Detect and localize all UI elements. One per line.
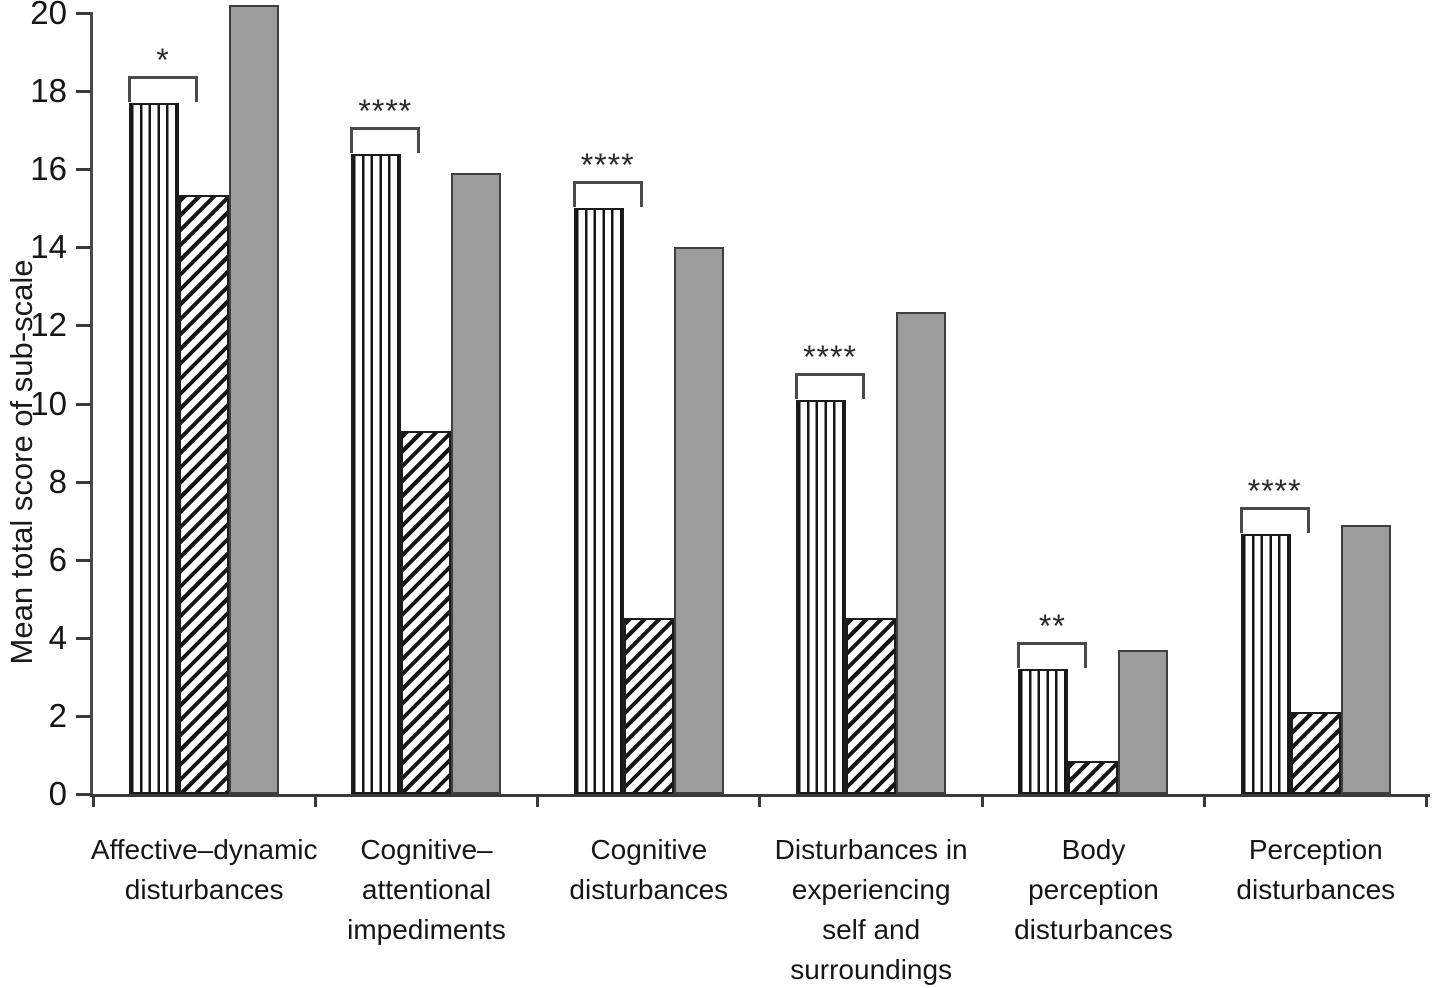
x-category-label-line: disturbances bbox=[124, 874, 284, 905]
bar-diagonal-striped-group1 bbox=[179, 194, 229, 794]
y-tick-label: 8 bbox=[48, 462, 67, 500]
significance-stars: **** bbox=[1247, 473, 1302, 510]
y-tick-label: 20 bbox=[30, 0, 67, 31]
x-tick-mark bbox=[1425, 797, 1429, 807]
y-tick-label: 2 bbox=[48, 696, 67, 734]
significance-stars: **** bbox=[803, 338, 857, 375]
x-category-label: Cognitive– attentional impediments bbox=[286, 830, 566, 950]
y-axis-line bbox=[90, 12, 93, 794]
x-category-label-line: attentional bbox=[361, 874, 492, 905]
y-tick-mark bbox=[76, 793, 91, 796]
x-category-label-line: perception bbox=[1028, 874, 1159, 905]
y-tick-mark bbox=[76, 558, 91, 562]
y-tick-mark bbox=[76, 168, 91, 172]
x-category-label-line: Cognitive– bbox=[360, 834, 493, 865]
x-category-label: Cognitive disturbances bbox=[509, 830, 789, 910]
x-axis-line bbox=[90, 794, 1430, 797]
bar-solid-grey-group2 bbox=[451, 173, 502, 794]
x-category-label-line: disturbances bbox=[1236, 874, 1396, 905]
y-tick-label: 10 bbox=[30, 384, 67, 422]
x-category-label-line: experiencing bbox=[791, 874, 951, 905]
x-category-label-line: Cognitive bbox=[590, 834, 708, 865]
y-tick-mark bbox=[76, 12, 91, 15]
x-tick-mark bbox=[758, 797, 762, 807]
significance-stars: **** bbox=[580, 147, 635, 184]
bar-vertical-striped-group5 bbox=[1018, 669, 1069, 794]
plot-area: 0 2 4 6 8 10 12 14 16 18 20 * Affective–dynamic distu… bbox=[30, 0, 1430, 985]
x-tick-mark bbox=[536, 797, 540, 807]
bar-diagonal-striped-group4 bbox=[845, 618, 896, 794]
bar-solid-grey-group3 bbox=[673, 247, 724, 794]
bar-vertical-striped-group2 bbox=[351, 153, 402, 794]
x-category-label: Perception disturbances bbox=[1176, 830, 1433, 910]
significance-bracket bbox=[128, 75, 198, 102]
y-tick-label: 4 bbox=[48, 618, 67, 656]
y-tick-mark bbox=[76, 324, 91, 328]
x-category-label: Affective–dynamic disturbances bbox=[64, 830, 344, 910]
significance-stars: ** bbox=[1038, 608, 1066, 645]
x-tick-mark bbox=[91, 797, 95, 807]
x-category-label-line: Affective–dynamic bbox=[90, 834, 318, 865]
significance-bracket bbox=[1017, 642, 1088, 669]
bar-diagonal-striped-group3 bbox=[623, 618, 674, 794]
x-category-label-line: Disturbances in bbox=[774, 834, 968, 865]
bar-vertical-striped-group6 bbox=[1240, 534, 1291, 794]
significance-bracket bbox=[572, 181, 643, 208]
x-category-label-line: Perception bbox=[1248, 834, 1383, 865]
x-tick-mark bbox=[980, 797, 984, 807]
y-tick-mark bbox=[76, 402, 91, 406]
significance-stars: **** bbox=[358, 92, 413, 129]
x-category-label-line: surroundings bbox=[790, 954, 953, 985]
bar-diagonal-striped-group2 bbox=[401, 430, 452, 794]
bar-solid-grey-group6 bbox=[1340, 524, 1391, 794]
y-tick-label: 12 bbox=[30, 306, 67, 344]
x-category-label: Body perception disturbances bbox=[953, 830, 1233, 950]
y-tick-mark bbox=[76, 246, 91, 250]
bar-solid-grey-group4 bbox=[895, 311, 946, 794]
x-category-label: Disturbances in experiencing self and surro… bbox=[731, 830, 1011, 988]
bar-diagonal-striped-group6 bbox=[1290, 712, 1341, 794]
significance-bracket bbox=[794, 372, 865, 399]
bar-solid-grey-group1 bbox=[229, 5, 279, 794]
x-category-label-line: impediments bbox=[347, 914, 506, 945]
x-category-label-line: self and bbox=[822, 914, 921, 945]
bar-vertical-striped-group3 bbox=[573, 208, 624, 794]
y-tick-mark bbox=[76, 480, 91, 484]
bar-diagonal-striped-group5 bbox=[1068, 760, 1119, 794]
y-tick-mark bbox=[76, 714, 91, 718]
significance-stars: * bbox=[156, 41, 170, 78]
y-tick-mark bbox=[76, 90, 91, 94]
y-tick-label: 14 bbox=[30, 228, 67, 266]
significance-bracket bbox=[350, 126, 421, 153]
x-tick-mark bbox=[1203, 797, 1207, 807]
x-tick-mark bbox=[313, 797, 317, 807]
y-tick-label: 6 bbox=[48, 540, 67, 578]
x-category-label-line: disturbances bbox=[1014, 914, 1173, 945]
x-category-label-line: disturbances bbox=[569, 874, 729, 905]
significance-bracket bbox=[1239, 507, 1310, 534]
x-category-label-line: Body bbox=[1061, 834, 1126, 865]
y-tick-label: 18 bbox=[30, 72, 67, 110]
bar-vertical-striped-group1 bbox=[129, 102, 179, 794]
y-tick-mark bbox=[76, 636, 91, 640]
y-tick-label: 0 bbox=[48, 775, 67, 812]
bar-vertical-striped-group4 bbox=[795, 399, 846, 794]
bar-solid-grey-group5 bbox=[1118, 649, 1169, 794]
y-tick-label: 16 bbox=[30, 150, 67, 188]
